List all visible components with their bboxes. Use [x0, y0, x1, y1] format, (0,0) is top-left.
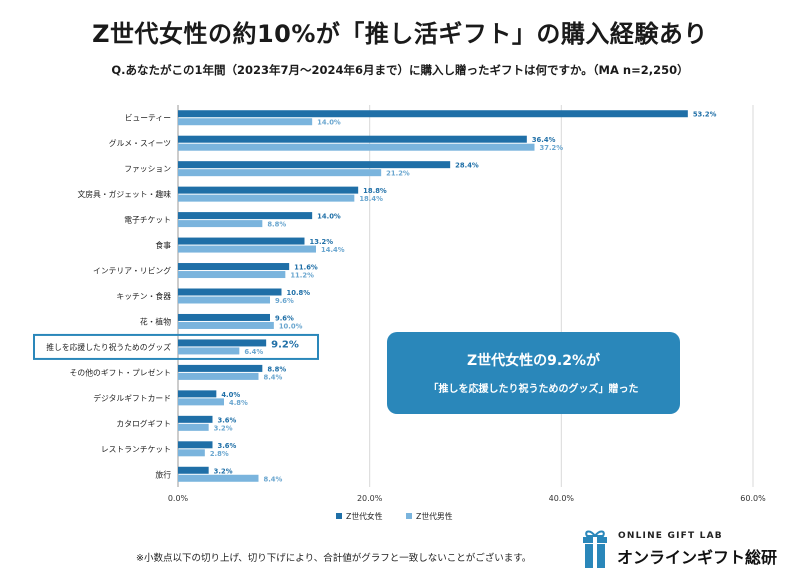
bar-male	[178, 296, 270, 304]
bar-male	[178, 245, 316, 253]
bar-male	[178, 271, 286, 279]
data-label-male: 3.2%	[214, 424, 233, 432]
gift-box-icon	[583, 530, 607, 568]
x-tick-label: 0.0%	[168, 494, 189, 503]
survey-question: Q.あなたがこの1年間（2023年7月～2024年6月まで）に購入し贈ったギフト…	[111, 63, 689, 77]
x-tick-label: 40.0%	[549, 494, 575, 503]
bar-male	[178, 449, 205, 457]
bar-female	[178, 135, 527, 143]
category-label: キッチン・食器	[116, 291, 171, 301]
data-label-female: 4.0%	[221, 391, 240, 399]
legend-swatch-male	[406, 513, 412, 519]
logo-japanese: オンラインギフト総研	[617, 548, 778, 567]
data-label-male: 14.0%	[317, 119, 341, 127]
bar-male	[178, 474, 259, 482]
category-label: 文房具・ガジェット・趣味	[77, 189, 171, 199]
logo-english: ONLINE GIFT LAB	[618, 531, 723, 541]
bar-female	[178, 110, 688, 118]
bar-male	[178, 372, 259, 380]
category-label: その他のギフト・プレゼント	[70, 367, 171, 377]
data-label-female: 8.8%	[267, 365, 286, 373]
data-label-male: 6.4%	[244, 348, 263, 356]
bar-female	[178, 186, 359, 194]
data-label-female: 53.2%	[693, 111, 717, 119]
data-label-male: 8.8%	[267, 221, 286, 229]
bar-female	[178, 212, 313, 220]
callout-main-text: Z世代女性の9.2%が	[467, 353, 600, 369]
bar-male	[178, 194, 355, 202]
data-label-female: 13.2%	[310, 238, 334, 246]
bar-male	[178, 118, 313, 126]
data-label-female: 14.0%	[317, 213, 341, 221]
category-label: カタログギフト	[116, 418, 171, 428]
data-label-male: 18.4%	[359, 195, 383, 203]
data-label-male: 11.2%	[290, 272, 314, 280]
data-label-female: 11.6%	[294, 264, 318, 272]
category-label: 花・植物	[140, 316, 171, 326]
bar-female	[178, 441, 213, 449]
bar-male	[178, 321, 274, 329]
data-label-male: 21.2%	[386, 170, 410, 178]
data-label-female: 28.4%	[455, 162, 479, 170]
category-label: ファッション	[124, 165, 171, 174]
legend-label-female: Z世代女性	[346, 511, 383, 521]
highlight-callout: Z世代女性の9.2%が 「推しを応援したり祝うためのグッズ」贈った	[387, 332, 680, 414]
category-label: レストランチケット	[101, 445, 171, 454]
page-title: Z世代女性の約10%が「推し活ギフト」の購入経験あり	[92, 20, 708, 48]
bar-female	[178, 313, 270, 321]
bar-male	[178, 143, 535, 151]
data-label-male: 9.6%	[275, 297, 294, 305]
bar-female	[178, 288, 282, 296]
data-label-male: 4.8%	[229, 399, 248, 407]
bar-male	[178, 220, 263, 228]
data-label-male: 8.4%	[264, 373, 283, 381]
category-label: 推しを応援したり祝うためのグッズ	[46, 342, 171, 352]
bar-female	[178, 161, 451, 169]
legend-label-male: Z世代男性	[416, 511, 453, 521]
data-label-female: 18.8%	[363, 187, 387, 195]
bar-female	[178, 339, 267, 347]
data-label-female: 3.6%	[218, 416, 237, 424]
data-label-female: 36.4%	[532, 136, 556, 144]
bar-female	[178, 364, 263, 372]
bar-male	[178, 169, 382, 177]
category-label: ビューティー	[125, 114, 171, 123]
category-label: 旅行	[155, 469, 171, 479]
bar-male	[178, 347, 240, 355]
bar-male	[178, 423, 209, 431]
legend-swatch-female	[336, 513, 342, 519]
data-label-male: 8.4%	[264, 475, 283, 483]
callout-sub-text: 「推しを応援したり祝うためのグッズ」贈った	[428, 384, 639, 395]
data-label-male: 2.8%	[210, 450, 229, 458]
category-label: 電子チケット	[124, 216, 171, 225]
footnote: ※小数点以下の切り上げ、切り下げにより、合計値がグラフと一致しないことがございま…	[136, 553, 532, 564]
category-label: グルメ・スイーツ	[109, 138, 171, 148]
category-label: インテリア・リビング	[93, 266, 171, 276]
data-label-female: 9.6%	[275, 314, 294, 322]
bar-female	[178, 466, 209, 474]
data-label-male: 10.0%	[279, 322, 303, 330]
bar-female	[178, 237, 305, 245]
data-label-female: 3.2%	[214, 467, 233, 475]
data-label-female: 9.2%	[271, 339, 299, 350]
bar-male	[178, 398, 224, 406]
highlight-box	[33, 333, 319, 360]
data-label-male: 14.4%	[321, 246, 345, 254]
bar-female	[178, 390, 217, 398]
data-label-female: 10.8%	[287, 289, 311, 297]
bar-female	[178, 263, 290, 271]
category-label: デジタルギフトカード	[93, 393, 171, 403]
category-label: 食事	[155, 240, 171, 250]
bar-female	[178, 415, 213, 423]
x-tick-label: 20.0%	[357, 494, 383, 503]
x-tick-label: 60.0%	[740, 494, 766, 503]
data-label-male: 37.2%	[540, 144, 564, 152]
data-label-female: 3.6%	[218, 442, 237, 450]
